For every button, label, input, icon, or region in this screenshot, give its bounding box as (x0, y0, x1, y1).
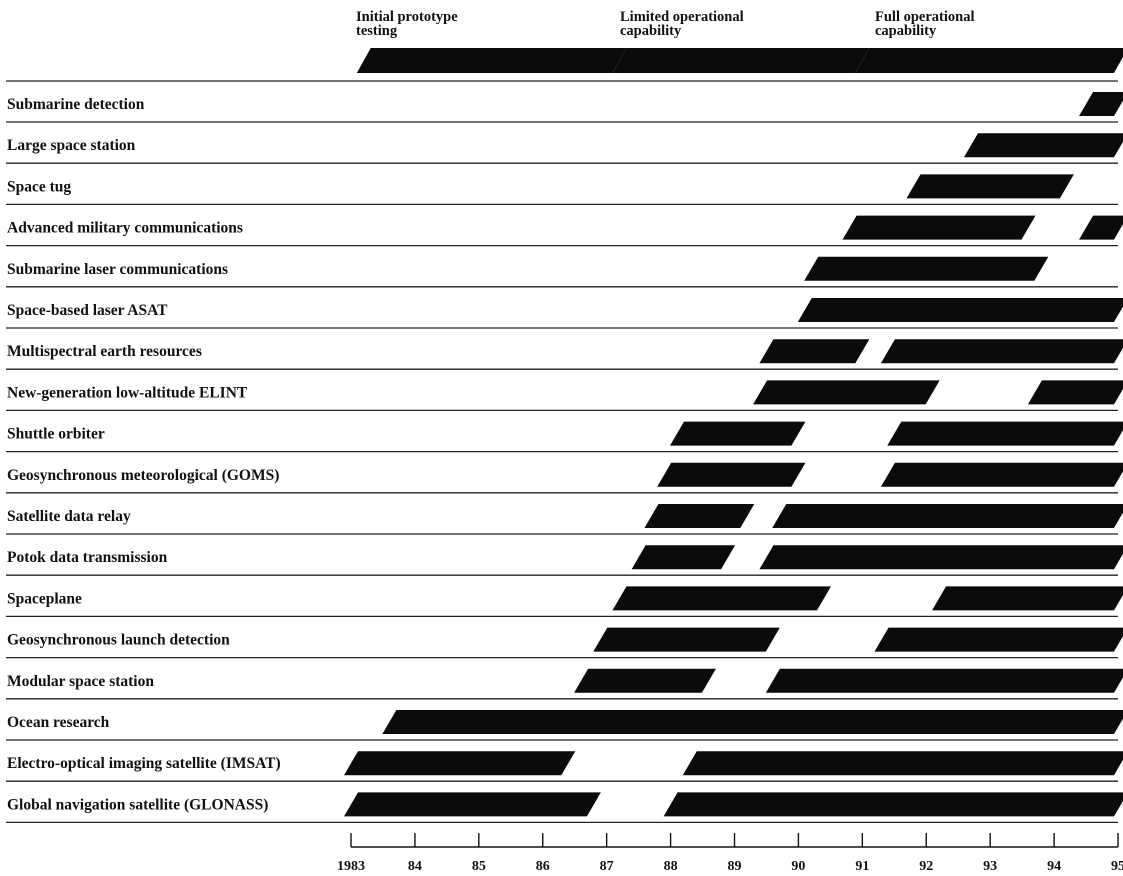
chart-row: Space tug (6, 174, 1118, 206)
timeline-bar (772, 504, 1123, 528)
timeline-bar (344, 792, 601, 817)
timeline-bar (880, 462, 1123, 487)
row-label: New-generation low-altitude ELINT (7, 384, 248, 401)
tick-label: 91 (855, 859, 869, 874)
timeline-bar (644, 504, 755, 528)
legend-label: capability (620, 23, 682, 39)
chart-row: Submarine detection (6, 92, 1123, 123)
row-label: Large space station (7, 137, 136, 154)
chart-row: Electro-optical imaging satellite (IMSAT… (6, 751, 1123, 782)
timeline-bar (797, 298, 1123, 322)
legend-label: Full operational (875, 9, 975, 25)
legend-label: Initial prototype (356, 9, 458, 25)
timeline-bar (1079, 215, 1123, 240)
chart-row: Space-based laser ASAT (6, 298, 1123, 329)
tick-label: 84 (408, 859, 422, 874)
row-label: Multispectral earth resources (7, 343, 202, 360)
chart-row: Geosynchronous meteorological (GOMS) (6, 462, 1123, 494)
timeline-bar (669, 421, 806, 446)
timeline-bar (874, 627, 1123, 652)
timeline-bar (887, 421, 1123, 446)
timeline-bar (682, 751, 1123, 776)
legend-bar (855, 48, 1123, 73)
chart-row: Spaceplane (6, 586, 1123, 618)
tick-label: 93 (983, 859, 997, 874)
timeline-bar (657, 462, 806, 487)
timeline-bar (593, 627, 780, 652)
row-label: Geosynchronous meteorological (GOMS) (7, 467, 279, 484)
legend-bar (356, 48, 627, 73)
timeline-bar (663, 792, 1123, 817)
row-label: Submarine laser communications (7, 261, 228, 278)
row-label: Advanced military communications (7, 220, 243, 237)
chart-row: Modular space station (6, 668, 1123, 700)
tick-label: 86 (536, 859, 550, 874)
row-label: Space tug (7, 178, 71, 195)
tick-label: 1983 (337, 859, 365, 874)
row-label: Space-based laser ASAT (7, 302, 168, 319)
legend-label: testing (356, 23, 398, 39)
chart-row: Shuttle orbiter (6, 421, 1123, 453)
timeline-bar (612, 586, 831, 611)
chart-row: Geosynchronous launch detection (6, 627, 1123, 659)
tick-label: 87 (600, 859, 614, 874)
row-label: Satellite data relay (7, 508, 131, 525)
legend-label: Limited operational (620, 9, 744, 25)
timeline-bar (759, 339, 870, 364)
tick-label: 85 (472, 859, 486, 874)
timeline-bar (759, 545, 1123, 570)
chart-rows: Submarine detection Large space station Sp… (6, 92, 1123, 824)
tick-label: 94 (1047, 859, 1061, 874)
chart-row: Global navigation satellite (GLONASS) (6, 792, 1123, 824)
timeline-bar (1027, 380, 1123, 405)
row-label: Ocean research (7, 714, 110, 731)
row-label: Spaceplane (7, 590, 82, 607)
chart-row: Advanced military communications (6, 215, 1123, 247)
tick-label: 90 (791, 859, 805, 874)
timeline-bar (753, 380, 940, 405)
chart-row: Large space station (6, 133, 1123, 164)
timeline-bar (906, 174, 1074, 199)
timeline-bar (631, 545, 736, 570)
timeline-bar (1079, 92, 1123, 116)
row-label: Potok data transmission (7, 549, 168, 566)
row-label: Submarine detection (7, 96, 145, 113)
timeline-bar (804, 256, 1049, 281)
chart-row: Satellite data relay (6, 504, 1123, 535)
chart-row: Potok data transmission (6, 545, 1123, 576)
tick-label: 89 (728, 859, 742, 874)
legend-label: capability (875, 23, 937, 39)
timeline-bar (765, 668, 1123, 693)
timeline-bar (932, 586, 1123, 611)
chart-row: Multispectral earth resources (6, 339, 1123, 370)
chart-row: New-generation low-altitude ELINT (6, 380, 1123, 412)
x-axis: 1983 84 85 86 87 88 89 90 91 92 93 94 95 (337, 833, 1123, 874)
row-label: Geosynchronous launch detection (7, 632, 230, 649)
chart-row: Ocean research (6, 710, 1123, 741)
timeline-bar (344, 751, 576, 776)
timeline-bar (963, 133, 1123, 158)
tick-label: 92 (919, 859, 933, 874)
row-label: Modular space station (7, 673, 154, 690)
row-label: Global navigation satellite (GLONASS) (7, 796, 268, 813)
timeline-bar (382, 710, 1123, 734)
legend-bar (612, 48, 870, 73)
tick-label: 95 (1111, 859, 1123, 874)
tick-label: 88 (664, 859, 678, 874)
timeline-bar (880, 339, 1123, 364)
row-label: Electro-optical imaging satellite (IMSAT… (7, 755, 281, 772)
row-label: Shuttle orbiter (7, 426, 105, 443)
timeline-bar (842, 215, 1036, 240)
timeline-bar (574, 668, 716, 693)
chart-row: Submarine laser communications (6, 256, 1118, 288)
